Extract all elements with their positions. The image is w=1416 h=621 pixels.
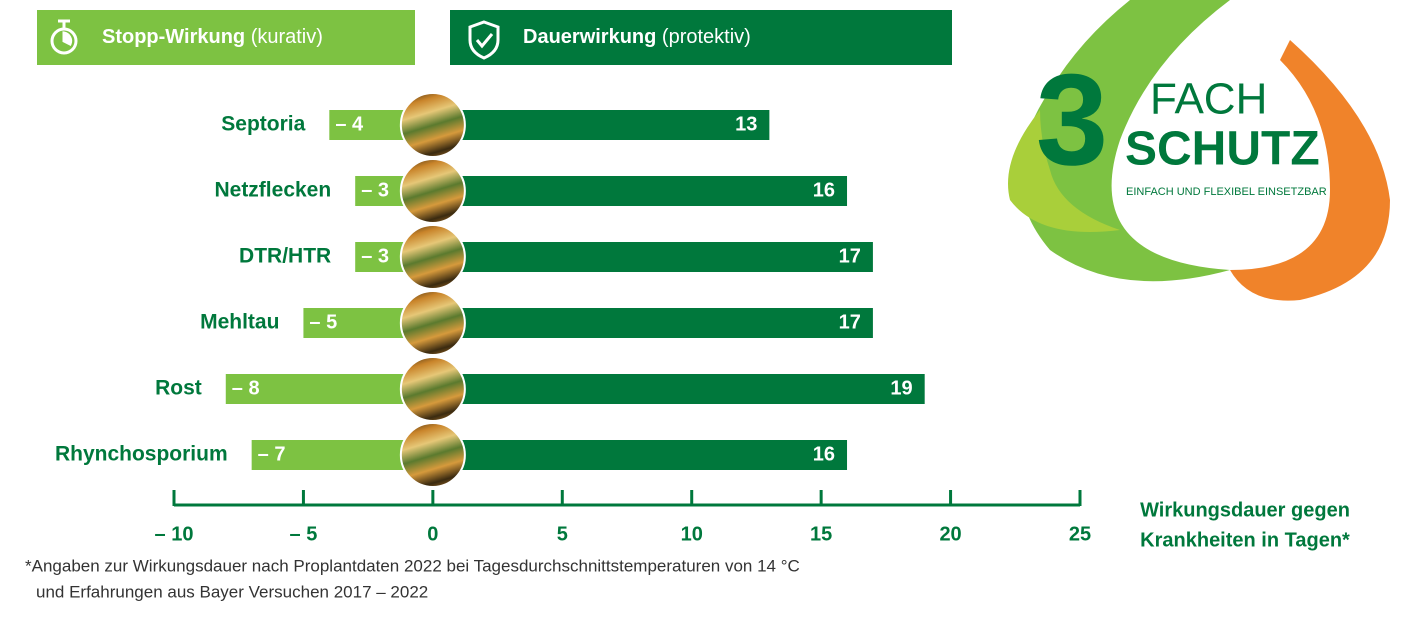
value-label: – 3 xyxy=(361,245,389,267)
logo-tagline: EINFACH UND FLEXIBEL EINSETZBAR xyxy=(1126,186,1327,198)
bar xyxy=(432,440,848,470)
bar xyxy=(432,110,770,140)
bar xyxy=(432,242,873,272)
value-label: 17 xyxy=(839,245,861,267)
disease-image xyxy=(399,224,466,290)
axis-label: Wirkungsdauer gegen xyxy=(1140,499,1350,521)
legend-qualifier: (kurativ) xyxy=(251,26,323,48)
value-label: – 8 xyxy=(232,377,260,399)
category-label: Rhynchosporium xyxy=(55,443,228,466)
logo-numeral: 3 xyxy=(1036,46,1108,192)
logo-swoosh xyxy=(1230,40,1390,301)
legend-swatch xyxy=(37,10,415,65)
category-label: Rost xyxy=(155,377,202,400)
legend: Stopp-Wirkung (kurativ) Dauerwirkung (pr… xyxy=(37,10,952,65)
legend-name: Stopp-Wirkung xyxy=(102,26,245,48)
value-label: 16 xyxy=(813,179,835,201)
legend-swatch xyxy=(450,10,952,65)
logo-word: SCHUTZ xyxy=(1125,123,1320,176)
axis-label: Krankheiten in Tagen* xyxy=(1140,529,1350,551)
x-tick-label: 0 xyxy=(427,523,438,545)
stopwatch-icon xyxy=(50,19,78,55)
disease-image xyxy=(399,158,466,224)
logo-swoosh xyxy=(1008,110,1120,232)
category-label: DTR/HTR xyxy=(239,245,331,268)
x-tick-label: 10 xyxy=(681,523,703,545)
value-label: 17 xyxy=(839,311,861,333)
x-tick-label: 5 xyxy=(557,523,568,545)
legend-qualifier: (protektiv) xyxy=(662,26,751,48)
value-label: – 5 xyxy=(309,311,337,333)
category-label: Septoria xyxy=(221,113,305,136)
disease-image xyxy=(399,422,466,488)
x-tick-label: 25 xyxy=(1069,523,1091,545)
value-label: – 3 xyxy=(361,179,389,201)
bar xyxy=(432,176,848,206)
x-tick-label: 20 xyxy=(939,523,961,545)
bar xyxy=(432,308,873,338)
value-label: 16 xyxy=(813,443,835,465)
footnote: *Angaben zur Wirkungsdauer nach Proplant… xyxy=(25,556,800,575)
x-tick-label: – 10 xyxy=(155,523,194,545)
bar xyxy=(432,374,925,404)
legend-entry: Stopp-Wirkung (kurativ) xyxy=(102,26,323,48)
bar xyxy=(225,374,433,404)
legend-name: Dauerwirkung xyxy=(523,26,656,48)
value-label: – 7 xyxy=(258,443,286,465)
logo: 3 FACH SCHUTZ EINFACH UND FLEXIBEL EINSE… xyxy=(1008,0,1390,301)
shield-icon xyxy=(468,20,500,60)
disease-image xyxy=(399,92,466,158)
x-tick-label: – 5 xyxy=(290,523,318,545)
footnote: und Erfahrungen aus Bayer Versuchen 2017… xyxy=(36,582,428,601)
category-label: Mehltau xyxy=(200,311,279,334)
value-label: 19 xyxy=(890,377,912,399)
category-label: Netzflecken xyxy=(214,179,331,202)
plot: – 10 – 5 0 5 10 15 20 25 Septoria – 4 13 Netzflecke… xyxy=(55,92,1091,545)
value-label: – 4 xyxy=(335,113,364,135)
disease-image xyxy=(399,290,466,356)
disease-image xyxy=(399,356,466,422)
legend-entry: Dauerwirkung (protektiv) xyxy=(523,26,751,48)
x-tick-label: 15 xyxy=(810,523,832,545)
logo-word: FACH xyxy=(1150,75,1267,124)
value-label: 13 xyxy=(735,113,757,135)
